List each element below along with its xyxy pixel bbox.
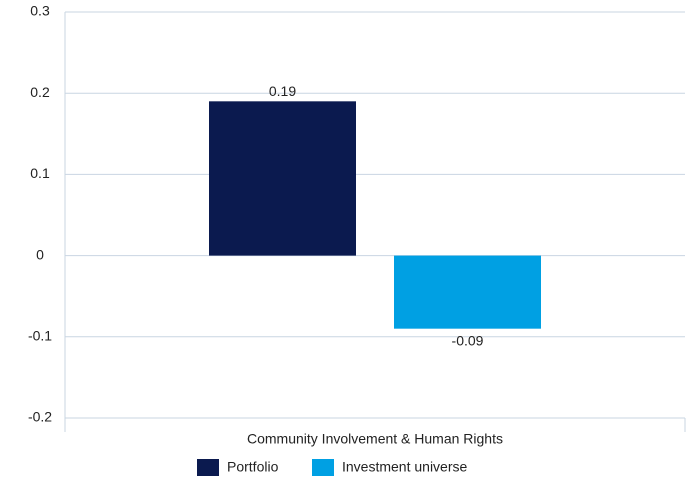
bar [209,101,356,256]
y-tick-label: -0.2 [28,409,52,425]
y-tick-label: 0 [36,246,44,262]
y-tick-label: -0.1 [28,328,52,344]
legend-swatch [312,459,334,476]
data-label: -0.09 [452,332,484,348]
legend-swatch [197,459,219,476]
x-tick-label: Community Involvement & Human Rights [247,431,503,447]
y-tick-label: 0.3 [30,3,50,19]
legend-label: Investment universe [342,459,467,475]
y-tick-label: 0.2 [30,84,50,100]
bar [394,255,541,329]
y-tick-label: 0.1 [30,165,50,181]
data-label: 0.19 [269,83,296,99]
legend-label: Portfolio [227,459,279,475]
